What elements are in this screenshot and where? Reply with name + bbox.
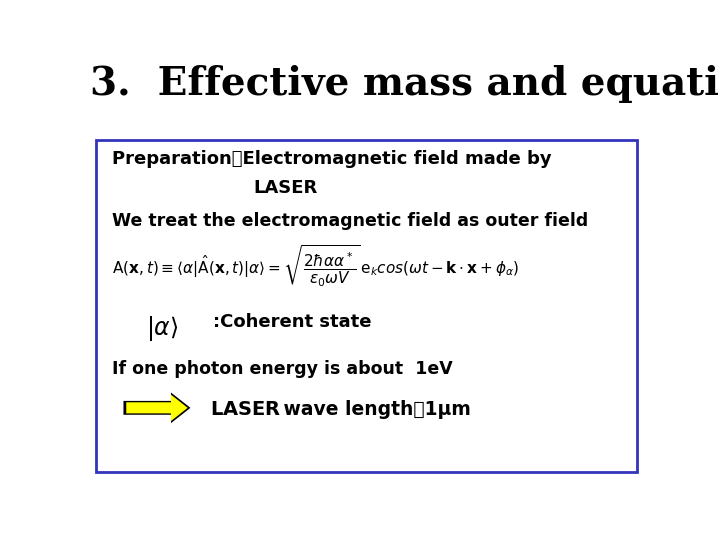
Text: 3.  Effective mass and equation: 3. Effective mass and equation [90,65,720,103]
Text: :Coherent state: :Coherent state [213,313,372,332]
Text: wave length～1μm: wave length～1μm [277,400,471,419]
FancyArrowPatch shape [123,393,191,423]
Text: Preparation：Electromagnetic field made by: Preparation：Electromagnetic field made b… [112,150,552,168]
Text: $\mathbf{LASER}$: $\mathbf{LASER}$ [210,400,282,419]
FancyArrowPatch shape [126,395,188,421]
Text: We treat the electromagnetic field as outer field: We treat the electromagnetic field as ou… [112,212,588,231]
Text: LASER: LASER [253,179,318,197]
Text: $\mathrm{A}(\mathbf{x},t)\equiv\langle\alpha|\hat{\mathrm{A}}(\mathbf{x},t)|\alp: $\mathrm{A}(\mathbf{x},t)\equiv\langle\a… [112,244,520,289]
Text: If one photon energy is about 1eV: If one photon energy is about 1eV [112,360,453,378]
Text: $|\alpha\rangle$: $|\alpha\rangle$ [145,314,179,343]
Bar [96,140,637,472]
